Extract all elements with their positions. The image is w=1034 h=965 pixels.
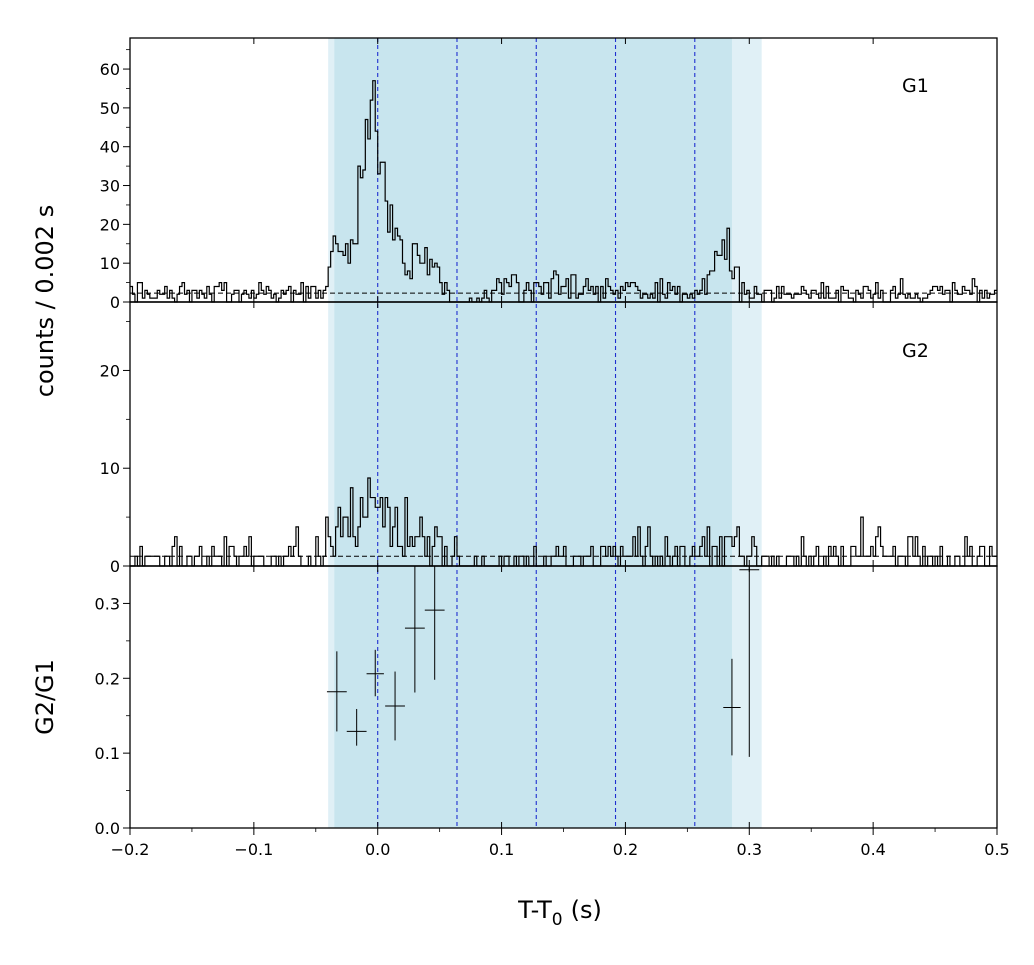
ratio-y-tick-label: 0.2 xyxy=(95,669,120,688)
x-axis-title-main: T-T xyxy=(517,896,552,924)
x-axis-ticks: −0.2 −0.1 0.0 0.1 0.2 0.3 0.4 0.5 xyxy=(111,38,1010,859)
g1-y-ticks: 0 10 20 30 40 50 60 xyxy=(100,49,130,312)
x-tick-label: −0.1 xyxy=(234,840,273,859)
ratio-y-axis-title: G2/G1 xyxy=(31,659,59,735)
panel-ratio: 0.0 0.1 0.2 0.3 xyxy=(95,566,760,838)
g1-y-tick-label: 20 xyxy=(100,215,120,234)
g1-histogram-line xyxy=(130,80,997,303)
x-axis-title-unit: (s) xyxy=(571,896,602,924)
g2-y-tick-label: 10 xyxy=(100,459,120,478)
x-axis-title: T-T0 (s) xyxy=(517,896,602,930)
x-tick-label: −0.2 xyxy=(111,840,150,859)
ratio-y-tick-label: 0.3 xyxy=(95,594,120,613)
g1-y-tick-label: 60 xyxy=(100,60,120,79)
shade-inner xyxy=(334,38,732,828)
ratio-y-ticks: 0.0 0.1 0.2 0.3 xyxy=(95,594,130,838)
x-tick-label: 0.2 xyxy=(613,840,638,859)
x-axis-title-subscript: 0 xyxy=(552,910,563,930)
g1-y-tick-label: 50 xyxy=(100,99,120,118)
g2-y-tick-label: 20 xyxy=(100,361,120,380)
g1-y-tick-label: 0 xyxy=(110,293,120,312)
shared-y-axis-title: counts / 0.002 s xyxy=(31,205,59,397)
x-tick-label: 0.4 xyxy=(860,840,885,859)
g1-y-tick-label: 30 xyxy=(100,177,120,196)
g1-label: G1 xyxy=(902,75,929,97)
ratio-points xyxy=(326,566,760,757)
ratio-y-tick-label: 0.0 xyxy=(95,819,120,838)
x-tick-label: 0.0 xyxy=(365,840,390,859)
x-tick-label: 0.5 xyxy=(984,840,1009,859)
x-tick-label: 0.1 xyxy=(489,840,514,859)
g2-y-ticks: 0 10 20 xyxy=(100,321,130,576)
shaded-regions xyxy=(328,38,762,828)
interval-lines xyxy=(377,38,696,828)
g1-y-tick-label: 10 xyxy=(100,254,120,273)
ratio-y-tick-label: 0.1 xyxy=(95,744,120,763)
g2-label: G2 xyxy=(902,340,929,362)
g1-y-tick-label: 40 xyxy=(100,138,120,157)
x-tick-label: 0.3 xyxy=(737,840,762,859)
g2-y-tick-label: 0 xyxy=(110,557,120,576)
